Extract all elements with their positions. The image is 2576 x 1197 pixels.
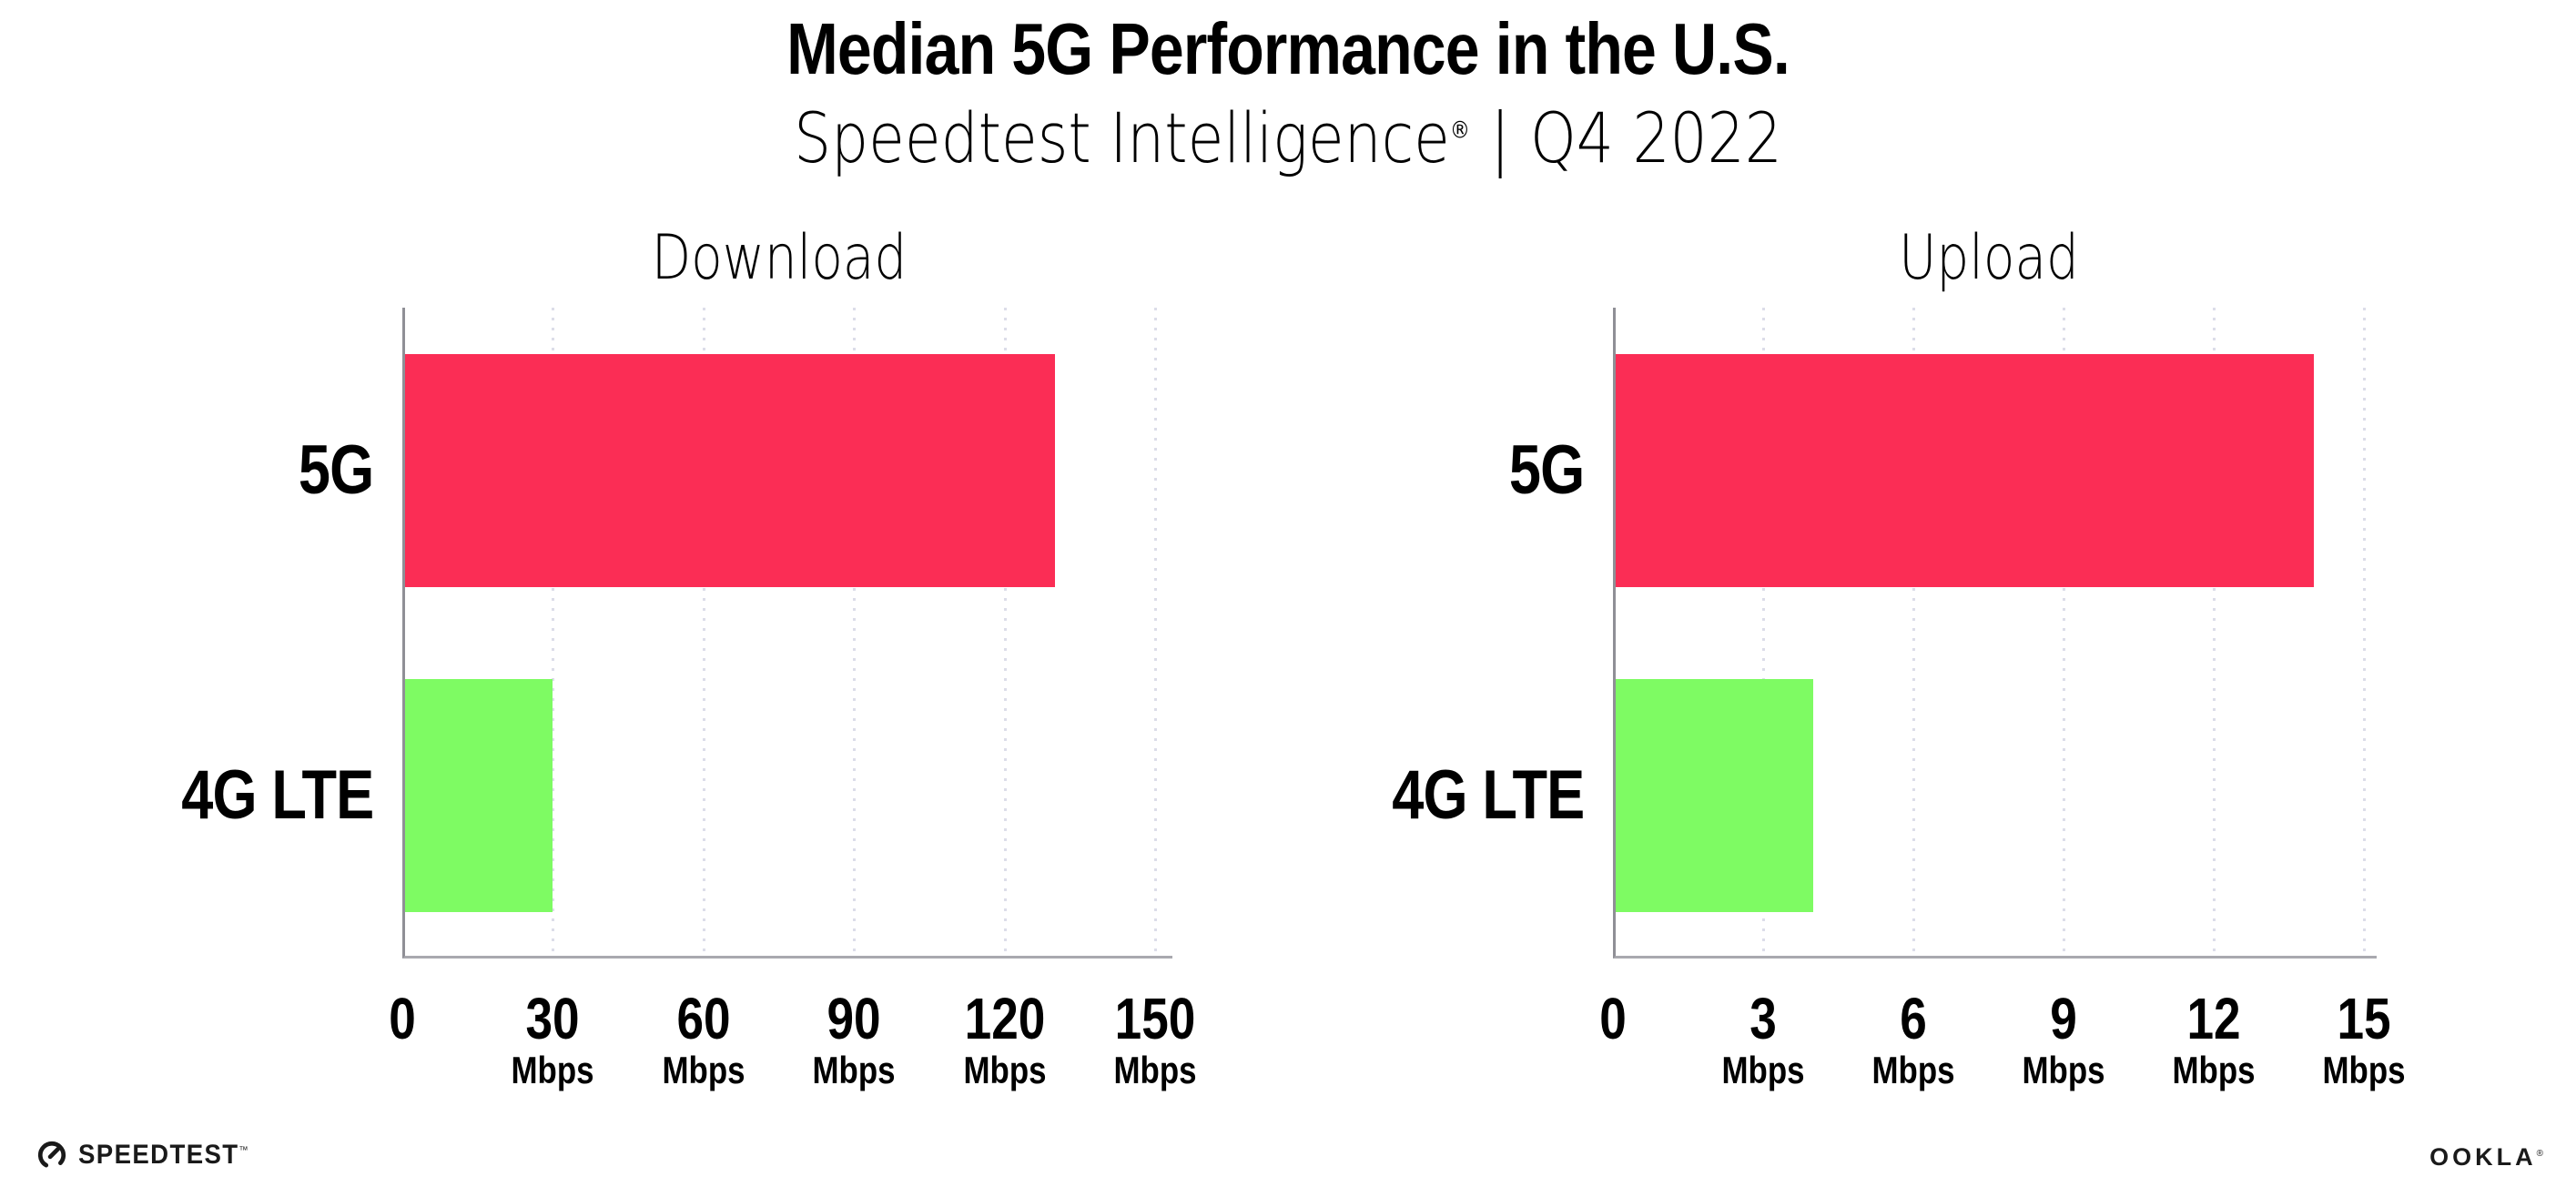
gridline-90-mbps xyxy=(853,308,857,956)
ookla-registered-mark: ® xyxy=(2536,1149,2543,1159)
gridline-9-mbps xyxy=(2063,308,2065,956)
subtitle-period: Q4 2022 xyxy=(1529,97,1782,178)
x-tick-6: 6 xyxy=(1900,986,1927,1051)
gridline-150-mbps xyxy=(1154,308,1157,956)
x-tick-120: 120 xyxy=(964,986,1045,1051)
subtitle-brand: Speedtest Intelligence xyxy=(794,97,1450,178)
registered-mark: ® xyxy=(1449,117,1470,145)
x-tick-90: 90 xyxy=(827,986,881,1051)
x-tick-unit-3: Mbps xyxy=(1721,1049,1805,1091)
subtitle-separator: | xyxy=(1490,97,1510,178)
chart-title: Upload xyxy=(1898,222,2079,294)
x-tick-unit-15: Mbps xyxy=(2322,1049,2406,1091)
x-tick-unit-120: Mbps xyxy=(963,1049,1047,1091)
plot-area xyxy=(1613,308,2377,959)
speedtest-wordmark: SPEEDTEST™ xyxy=(78,1140,250,1170)
trademark-mark: ™ xyxy=(238,1145,250,1156)
x-tick-30: 30 xyxy=(525,986,580,1051)
x-tick-0: 0 xyxy=(1599,986,1627,1051)
x-tick-unit-60: Mbps xyxy=(662,1049,745,1091)
bar-4g-lte xyxy=(1616,679,1813,913)
x-tick-12: 12 xyxy=(2186,986,2241,1051)
x-tick-unit-9: Mbps xyxy=(2022,1049,2105,1091)
bar-4g-lte xyxy=(405,679,553,913)
gridline-15-mbps xyxy=(2363,308,2366,956)
gridline-12-mbps xyxy=(2213,308,2216,956)
bar-5g xyxy=(1616,353,2314,587)
x-tick-unit-12: Mbps xyxy=(2172,1049,2256,1091)
chart-title: Download xyxy=(651,222,907,294)
x-tick-unit-30: Mbps xyxy=(511,1049,594,1091)
bar-5g xyxy=(405,353,1055,587)
speedtest-logo: SPEEDTEST™ xyxy=(36,1140,264,1171)
x-tick-unit-150: Mbps xyxy=(1113,1049,1197,1091)
gridline-3-mbps xyxy=(1762,308,1765,956)
category-label-5g: 5G xyxy=(298,431,374,509)
x-tick-150: 150 xyxy=(1114,986,1196,1051)
gridline-6-mbps xyxy=(1912,308,1915,956)
gridline-120-mbps xyxy=(1003,308,1007,956)
x-tick-3: 3 xyxy=(1749,986,1777,1051)
category-label-5g: 5G xyxy=(1508,431,1585,509)
page-subtitle: Speedtest Intelligence® | Q4 2022 xyxy=(437,100,2139,177)
plot-area xyxy=(402,308,1172,959)
category-label-4g-lte: 4G LTE xyxy=(1391,756,1585,835)
x-tick-unit-90: Mbps xyxy=(812,1049,896,1091)
gridline-30-mbps xyxy=(552,308,555,956)
x-tick-0: 0 xyxy=(389,986,416,1051)
ookla-wordmark: OOKLA® xyxy=(2429,1143,2543,1171)
page-title: Median 5G Performance in the U.S. xyxy=(786,8,1790,89)
x-tick-60: 60 xyxy=(676,986,731,1051)
x-tick-unit-6: Mbps xyxy=(1871,1049,1955,1091)
speedtest-gauge-icon xyxy=(36,1140,67,1171)
x-tick-9: 9 xyxy=(2050,986,2077,1051)
category-label-4g-lte: 4G LTE xyxy=(180,756,374,835)
gridline-60-mbps xyxy=(702,308,705,956)
x-tick-15: 15 xyxy=(2337,986,2391,1051)
